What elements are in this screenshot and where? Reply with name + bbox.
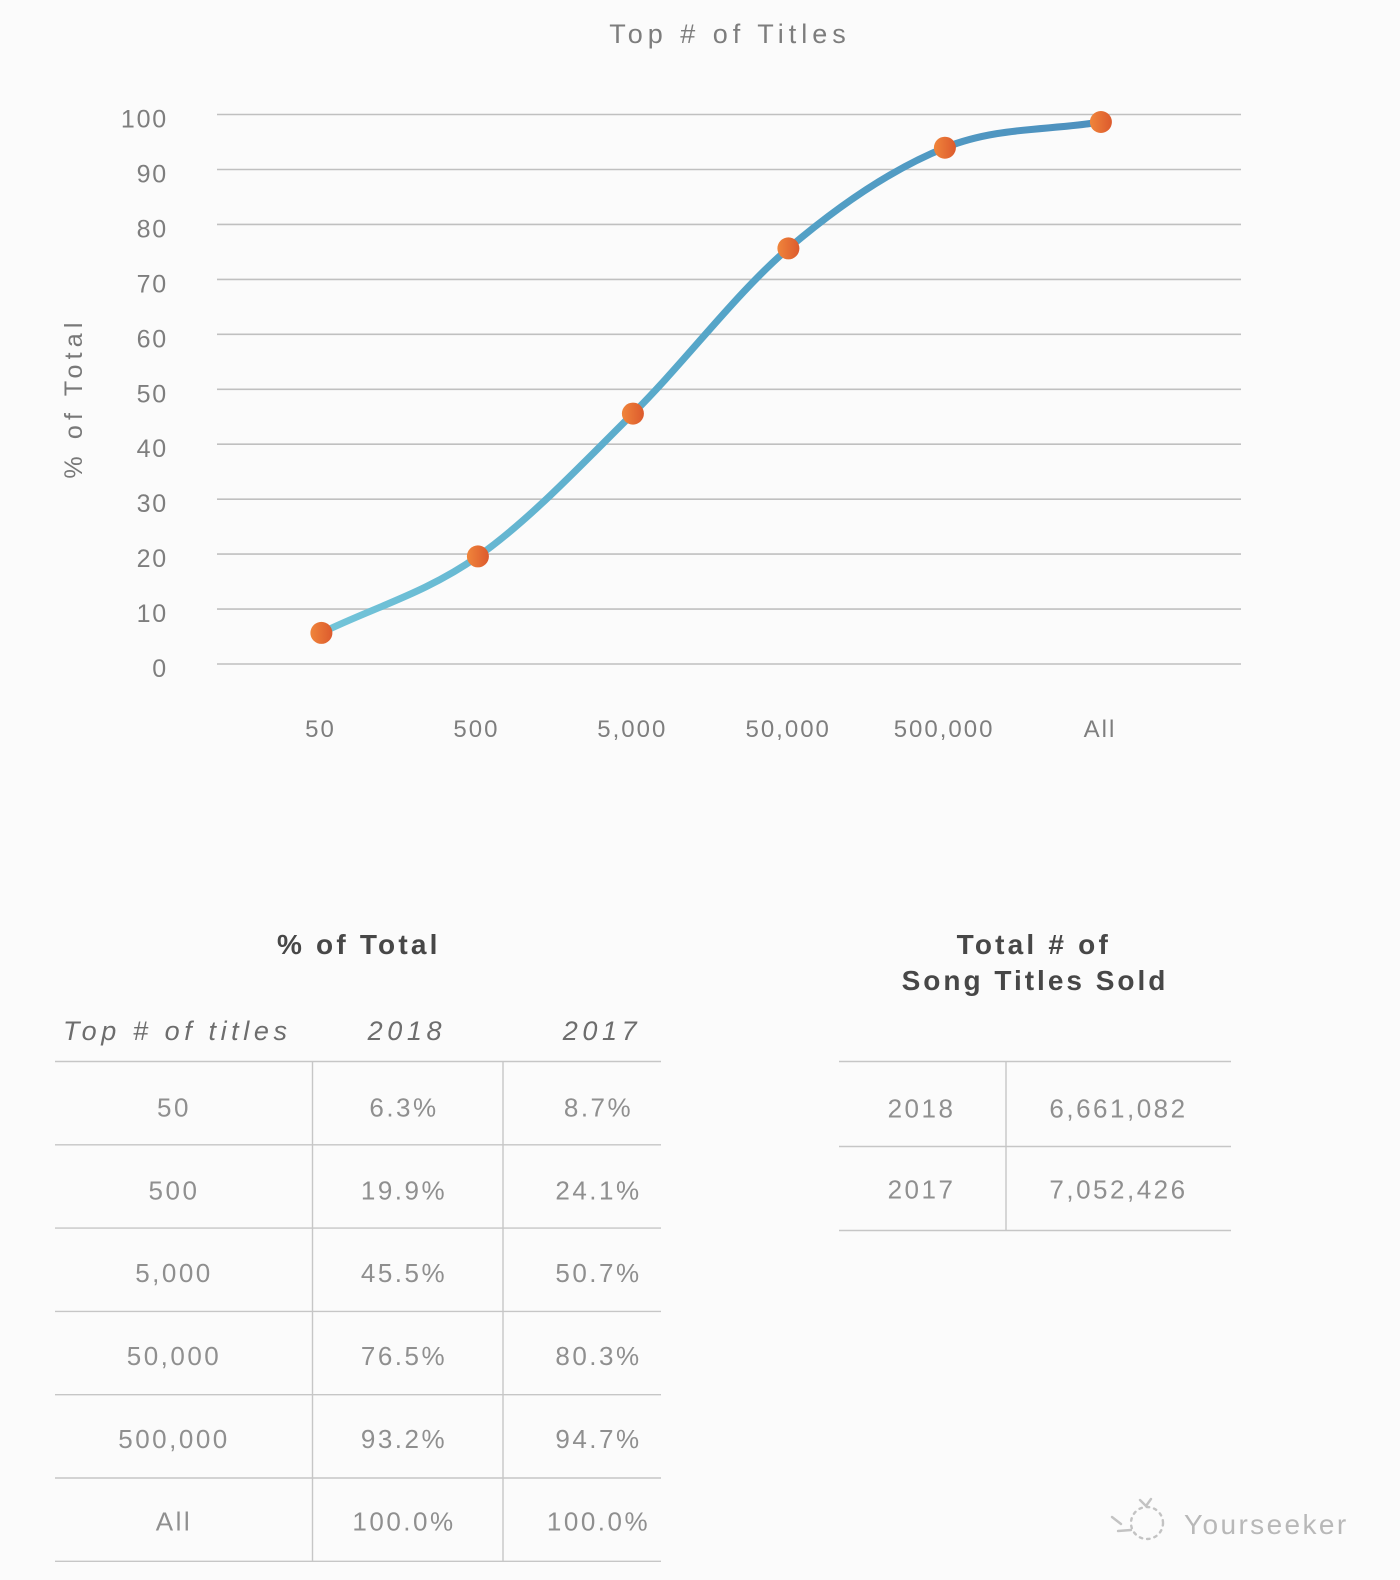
svg-text:60: 60 [137, 325, 168, 353]
svg-text:50: 50 [157, 1093, 191, 1123]
svg-text:5,000: 5,000 [135, 1258, 213, 1288]
svg-text:50: 50 [137, 380, 168, 408]
svg-text:93.2%: 93.2% [361, 1424, 447, 1454]
svg-text:8.7%: 8.7% [564, 1093, 633, 1123]
svg-text:80.3%: 80.3% [555, 1341, 641, 1371]
svg-text:50,000: 50,000 [127, 1341, 222, 1371]
svg-text:2017: 2017 [888, 1175, 956, 1205]
svg-text:2017: 2017 [562, 1016, 641, 1046]
svg-text:50: 50 [305, 716, 336, 743]
svg-text:Top # of titles: Top # of titles [63, 1016, 292, 1046]
svg-text:76.5%: 76.5% [361, 1341, 447, 1371]
svg-text:Total # of: Total # of [957, 929, 1111, 960]
svg-text:45.5%: 45.5% [361, 1258, 447, 1288]
svg-text:Top # of Titles: Top # of Titles [609, 19, 851, 49]
svg-text:500: 500 [453, 716, 499, 743]
svg-text:2018: 2018 [367, 1016, 446, 1046]
svg-text:500,000: 500,000 [118, 1424, 229, 1454]
svg-text:40: 40 [137, 435, 168, 463]
svg-text:19.9%: 19.9% [361, 1176, 447, 1206]
svg-text:100.0%: 100.0% [547, 1507, 650, 1537]
svg-text:10: 10 [137, 600, 168, 628]
svg-text:50.7%: 50.7% [555, 1258, 641, 1288]
svg-text:% of Total: % of Total [277, 929, 441, 960]
svg-text:7,052,426: 7,052,426 [1049, 1175, 1187, 1205]
svg-text:50,000: 50,000 [745, 716, 830, 743]
svg-text:All: All [1084, 716, 1117, 743]
svg-text:6.3%: 6.3% [369, 1093, 438, 1123]
svg-text:30: 30 [137, 490, 168, 518]
svg-text:20: 20 [137, 545, 168, 573]
svg-text:24.1%: 24.1% [555, 1176, 641, 1206]
svg-text:% of Total: % of Total [60, 317, 88, 478]
svg-text:0: 0 [152, 655, 168, 683]
svg-text:Yourseeker: Yourseeker [1184, 1509, 1349, 1540]
svg-text:100.0%: 100.0% [352, 1507, 455, 1537]
svg-text:94.7%: 94.7% [555, 1424, 641, 1454]
svg-text:90: 90 [137, 161, 168, 189]
svg-text:6,661,082: 6,661,082 [1049, 1094, 1187, 1124]
svg-text:100: 100 [121, 106, 168, 134]
svg-text:500: 500 [149, 1176, 200, 1206]
svg-text:5,000: 5,000 [597, 716, 667, 743]
svg-text:80: 80 [137, 215, 168, 243]
svg-text:500,000: 500,000 [894, 716, 995, 743]
svg-text:All: All [156, 1507, 192, 1537]
svg-text:70: 70 [137, 270, 168, 298]
svg-text:2018: 2018 [888, 1094, 956, 1124]
svg-text:Song Titles Sold: Song Titles Sold [902, 965, 1169, 996]
